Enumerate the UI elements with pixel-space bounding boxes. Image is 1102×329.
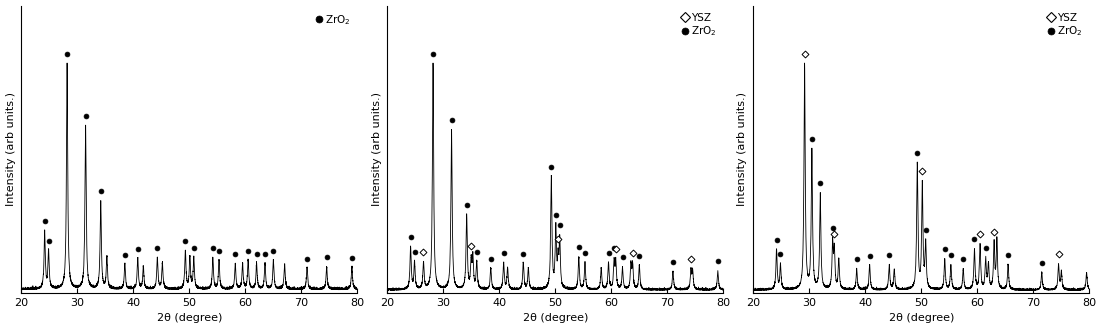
X-axis label: 2θ (degree): 2θ (degree)	[156, 314, 222, 323]
Y-axis label: Intensity (arb units.): Intensity (arb units.)	[737, 92, 747, 206]
Y-axis label: Intensity (arb units.): Intensity (arb units.)	[371, 92, 381, 206]
Legend: ZrO$_2$: ZrO$_2$	[314, 11, 353, 29]
Y-axis label: Intensity (arb units.): Intensity (arb units.)	[6, 92, 15, 206]
X-axis label: 2θ (degree): 2θ (degree)	[888, 314, 954, 323]
Legend: YSZ, ZrO$_2$: YSZ, ZrO$_2$	[680, 11, 719, 40]
Legend: YSZ, ZrO$_2$: YSZ, ZrO$_2$	[1046, 11, 1084, 40]
X-axis label: 2θ (degree): 2θ (degree)	[522, 314, 588, 323]
